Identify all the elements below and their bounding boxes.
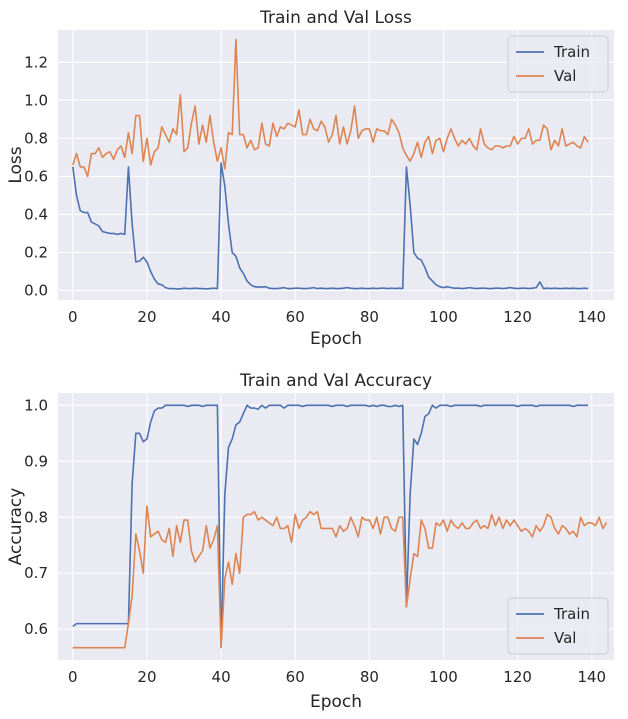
accuracy-x-tick-label: 20 <box>137 668 156 686</box>
accuracy-x-tick-label: 60 <box>286 668 305 686</box>
loss-x-tick-label: 40 <box>212 308 231 326</box>
loss-legend: Train Val <box>507 35 609 93</box>
loss-tick-labels: 0 20 40 60 80 100 120 140 0.0 0.2 0.4 0.6 0.8 1.0 1.2 <box>24 53 606 326</box>
accuracy-legend: Train Val <box>507 597 609 655</box>
loss-y-axis-label: Loss <box>6 146 26 183</box>
accuracy-x-tick-label: 100 <box>429 668 458 686</box>
loss-y-tick-label: 0.0 <box>24 281 48 299</box>
accuracy-legend-train-label: Train <box>553 605 590 623</box>
loss-y-tick-label: 0.8 <box>24 129 48 147</box>
loss-legend-box <box>507 35 609 93</box>
accuracy-legend-val-label: Val <box>554 629 576 647</box>
accuracy-series-val-line <box>72 505 608 649</box>
loss-legend-train-label: Train <box>553 43 590 61</box>
accuracy-x-axis-label: Epoch <box>310 692 362 712</box>
loss-x-tick-label: 140 <box>577 308 606 326</box>
accuracy-x-tick-label: 0 <box>68 668 78 686</box>
accuracy-y-tick-label: 0.8 <box>24 508 48 526</box>
loss-chart-title: Train and Val Loss <box>259 8 412 28</box>
accuracy-x-tick-label: 80 <box>360 668 379 686</box>
loss-legend-val-label: Val <box>554 67 576 85</box>
accuracy-y-tick-label: 0.7 <box>24 564 48 582</box>
loss-series-val-line <box>72 38 589 178</box>
accuracy-tick-labels: 0 20 40 60 80 100 120 140 0.6 0.7 0.8 0.9 1.0 <box>24 396 606 686</box>
accuracy-y-tick-label: 1.0 <box>24 396 48 414</box>
loss-y-tick-label: 0.2 <box>24 243 48 261</box>
loss-y-tick-label: 1.0 <box>24 91 48 109</box>
accuracy-x-tick-label: 120 <box>503 668 532 686</box>
accuracy-chart: 0 20 40 60 80 100 120 140 0.6 0.7 0.8 0.9 1.0 Train … <box>6 371 614 712</box>
accuracy-y-tick-label: 0.6 <box>24 620 48 638</box>
accuracy-y-axis-label: Accuracy <box>6 488 26 566</box>
loss-y-tick-label: 0.6 <box>24 167 48 185</box>
loss-x-tick-label: 20 <box>137 308 156 326</box>
loss-y-tick-label: 0.4 <box>24 205 48 223</box>
loss-chart: 0 20 40 60 80 100 120 1400.00.20.40.60.81.01.2 … <box>6 8 614 349</box>
accuracy-x-tick-label: 140 <box>577 668 606 686</box>
loss-x-tick-label: 60 <box>286 308 305 326</box>
accuracy-y-tick-label: 0.9 <box>24 452 48 470</box>
loss-series-train-line <box>72 162 589 290</box>
loss-x-tick-label: 120 <box>503 308 532 326</box>
accuracy-series-train-line <box>72 404 589 647</box>
loss-y-tick-label: 1.2 <box>24 53 48 71</box>
accuracy-legend-box <box>507 597 609 655</box>
loss-x-tick-label: 100 <box>429 308 458 326</box>
loss-series-lines <box>72 38 589 290</box>
accuracy-chart-title: Train and Val Accuracy <box>239 371 432 391</box>
accuracy-series-lines <box>72 404 608 649</box>
loss-x-axis-label: Epoch <box>310 329 362 349</box>
accuracy-x-tick-label: 40 <box>212 668 231 686</box>
loss-x-tick-label: 80 <box>360 308 379 326</box>
loss-x-tick-label: 0 <box>68 308 78 326</box>
